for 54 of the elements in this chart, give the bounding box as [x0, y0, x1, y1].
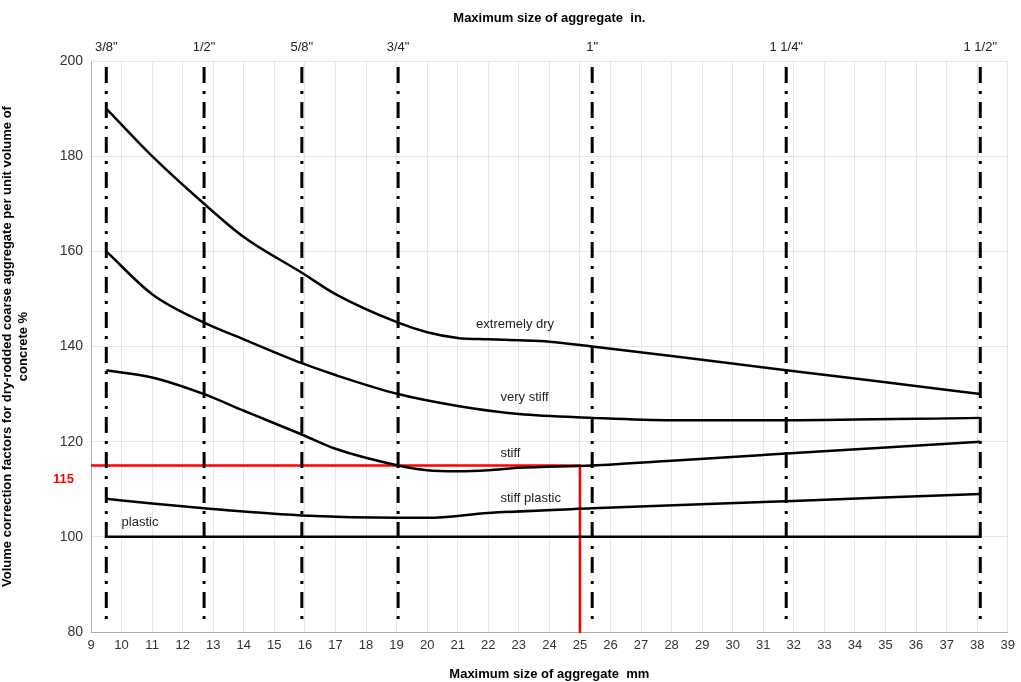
- x-tick-label: 24: [542, 637, 557, 653]
- x-tick-label: 9: [87, 637, 95, 653]
- series-label: very stiff: [500, 389, 550, 405]
- x-tick-label: 18: [358, 637, 374, 653]
- text: 5/8": [290, 38, 314, 54]
- x-tick-label: 26: [603, 637, 618, 653]
- x-tick-label: 20: [419, 637, 435, 653]
- text: 3/4": [386, 38, 410, 54]
- x-tick-label: 29: [694, 637, 710, 653]
- annotation: 115: [53, 471, 74, 487]
- y-tick-label: 180: [59, 147, 84, 164]
- x-tick-label: 34: [847, 637, 863, 653]
- x-tick-label: 15: [267, 637, 282, 653]
- x-tick-label: 19: [389, 637, 404, 653]
- text: 1": [586, 38, 599, 54]
- y-tick-label: 140: [59, 337, 84, 354]
- series-label: plastic: [121, 514, 159, 530]
- x-tick-label: 30: [725, 637, 740, 653]
- x-tick-label: 21: [450, 637, 465, 653]
- y-axis-title: Volume correction factors for dry-rodded coarse aggregate per unit volume of concrete %: [0, 105, 30, 587]
- text: 3/8": [94, 38, 119, 54]
- x-tick-label: 10: [114, 637, 129, 653]
- x-tick-label: 28: [664, 637, 679, 653]
- x-tick-label: 38: [969, 637, 985, 653]
- x-tick-label: 17: [328, 637, 343, 653]
- x-tick-label: 25: [572, 637, 588, 653]
- x-tick-label: 31: [756, 637, 771, 653]
- x2-axis-title: Maximum size of aggregate in.: [453, 9, 646, 25]
- x-tick-label: 33: [817, 637, 832, 653]
- x-tick-label: 32: [786, 637, 802, 653]
- y-tick-label: 80: [67, 622, 84, 639]
- x-tick-label: 13: [206, 637, 221, 653]
- x-tick-label: 37: [939, 637, 954, 653]
- series-label: stiff: [500, 444, 521, 460]
- text: 1 1/2": [963, 38, 998, 54]
- x-tick-label: 39: [1000, 637, 1015, 653]
- x-tick-label: 14: [236, 637, 252, 653]
- text: 1 1/4": [769, 38, 804, 54]
- x-axis-title: Maximum size of aggregate mm: [449, 665, 650, 681]
- x-tick-label: 16: [297, 637, 313, 653]
- y-tick-label: 200: [59, 51, 84, 68]
- text: 1/2": [192, 38, 216, 54]
- x-tick-label: 27: [633, 637, 649, 653]
- x-tick-label: 35: [878, 637, 893, 653]
- x-tick-label: 22: [481, 637, 496, 653]
- x-tick-label: 23: [511, 637, 527, 653]
- x-tick-label: 12: [175, 637, 190, 653]
- x-tick-label: 11: [145, 637, 159, 653]
- y-tick-label: 100: [59, 527, 84, 544]
- y-tick-label: 120: [59, 432, 84, 449]
- y-tick-label: 160: [59, 242, 84, 259]
- x-tick-label: 36: [908, 637, 924, 653]
- series-label: extremely dry: [476, 316, 555, 332]
- series-label: stiff plastic: [500, 490, 562, 506]
